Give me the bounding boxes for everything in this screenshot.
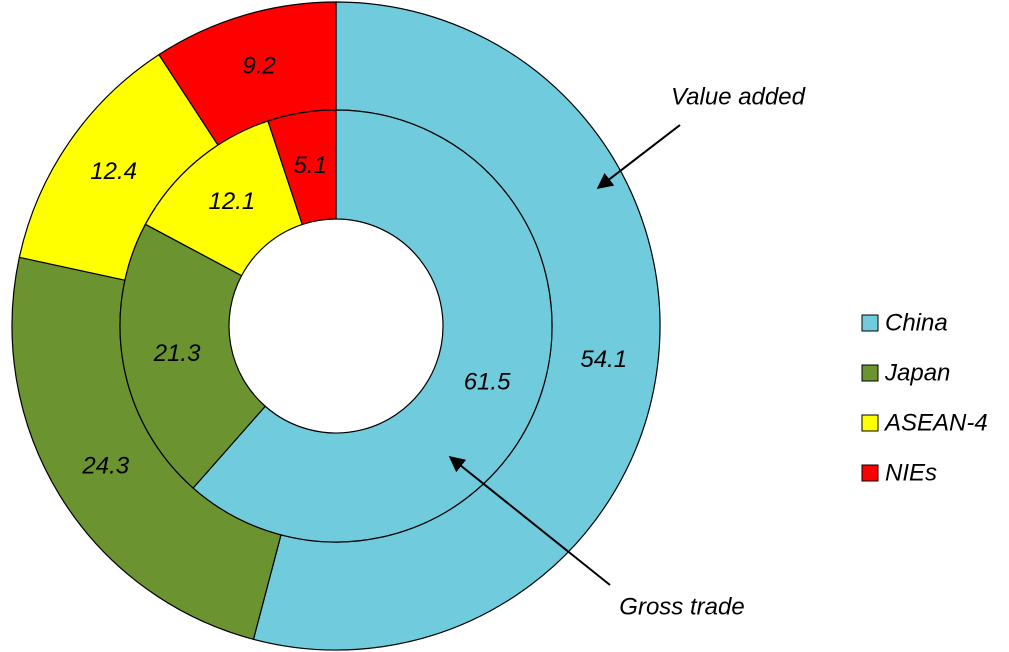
donut-segment <box>119 223 267 489</box>
legend-swatch <box>861 314 879 332</box>
data-label: 5.1 <box>294 152 327 179</box>
legend-label: ASEAN-4 <box>883 409 988 436</box>
donut-segment <box>192 109 553 543</box>
rings <box>11 1 661 651</box>
data-label: 24.3 <box>81 452 129 479</box>
annotation-arrow <box>596 124 681 189</box>
annotation: Value added <box>671 83 806 110</box>
data-label: 12.1 <box>209 188 256 215</box>
legend-swatch <box>861 464 879 482</box>
data-label: 54.1 <box>580 346 627 373</box>
legend-swatch <box>861 414 879 432</box>
data-label: 12.4 <box>90 158 137 185</box>
legend-swatch <box>861 364 879 382</box>
data-label: 61.5 <box>464 368 511 395</box>
legend-label: China <box>885 309 948 336</box>
donut-segment <box>267 109 337 226</box>
data-label: 21.3 <box>153 340 201 367</box>
legend: China Japan ASEAN-4 NIEs <box>861 309 988 486</box>
data-label: 9.2 <box>242 53 275 80</box>
legend-label: Japan <box>884 359 950 386</box>
annotation: Gross trade <box>619 593 744 620</box>
annotation-arrow <box>448 456 611 586</box>
legend-label: NIEs <box>885 459 937 486</box>
